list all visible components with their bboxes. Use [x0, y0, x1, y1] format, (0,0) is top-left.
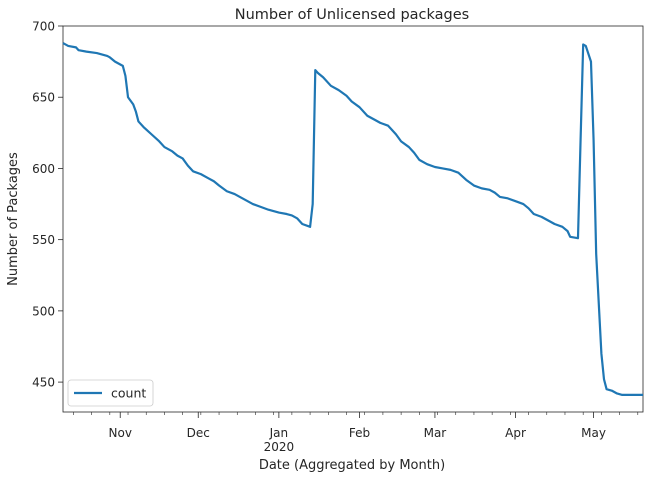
- y-tick-label: 600: [32, 162, 55, 176]
- y-axis: 450 500 550 600 650 700: [32, 20, 63, 390]
- plot-area: [62, 25, 644, 413]
- x-tick-label: Apr: [505, 426, 526, 440]
- x-tick-label: Dec: [187, 426, 210, 440]
- x-tick-label: Feb: [349, 426, 370, 440]
- x-tick-sublabel: 2020: [264, 440, 295, 454]
- y-tick-label: 500: [32, 304, 55, 318]
- legend[interactable]: count: [67, 379, 154, 407]
- legend-label-count: count: [111, 386, 146, 401]
- x-tick-label: Nov: [109, 426, 132, 440]
- y-tick-label: 700: [32, 20, 55, 34]
- chart-title: Number of Unlicensed packages: [235, 7, 469, 23]
- x-tick-label: May: [581, 426, 606, 440]
- x-tick-label: Mar: [424, 426, 447, 440]
- y-tick-label: 550: [32, 233, 55, 247]
- legend-box: [67, 379, 154, 407]
- plot-frame: [62, 25, 644, 413]
- y-tick-label: 450: [32, 376, 55, 390]
- y-tick-label: 650: [32, 91, 55, 105]
- x-tick-label: Jan: [269, 426, 289, 440]
- y-axis-label: Number of Packages: [6, 152, 21, 286]
- series-line-count: [62, 42, 643, 397]
- x-axis-label: Date (Aggregated by Month): [259, 458, 445, 473]
